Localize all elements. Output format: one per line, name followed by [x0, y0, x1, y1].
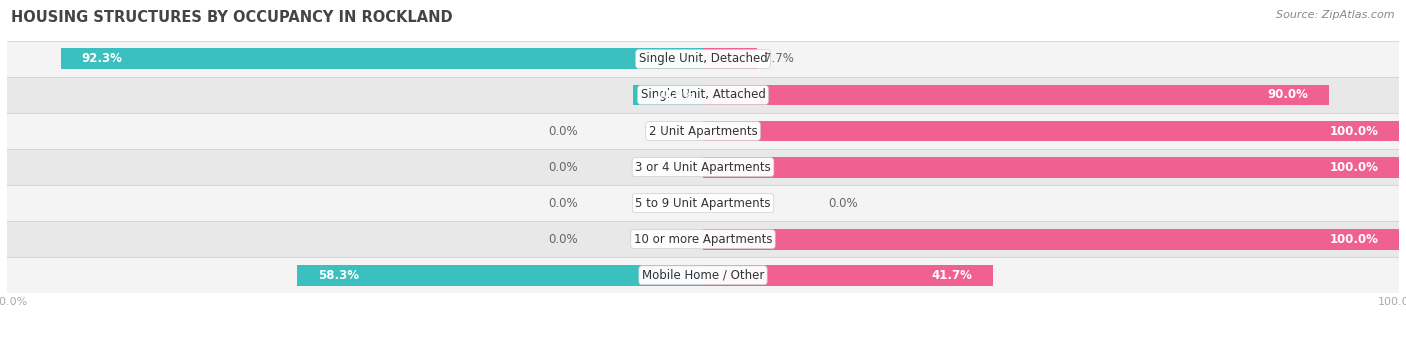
Bar [703, 121, 1399, 142]
Bar [7, 257, 1399, 293]
Text: Single Unit, Detached: Single Unit, Detached [638, 53, 768, 65]
Text: 0.0%: 0.0% [828, 197, 858, 210]
Text: 100.0%: 100.0% [1329, 233, 1378, 246]
Text: 0.0%: 0.0% [548, 233, 578, 246]
Bar [297, 265, 703, 286]
Text: 90.0%: 90.0% [1268, 89, 1309, 102]
Bar [60, 48, 703, 70]
Text: 2 Unit Apartments: 2 Unit Apartments [648, 124, 758, 137]
Text: 3 or 4 Unit Apartments: 3 or 4 Unit Apartments [636, 161, 770, 174]
Bar [633, 85, 703, 105]
Text: 0.0%: 0.0% [548, 161, 578, 174]
Bar [7, 221, 1399, 257]
Text: 92.3%: 92.3% [82, 53, 122, 65]
Text: Mobile Home / Other: Mobile Home / Other [641, 269, 765, 282]
Text: 0.0%: 0.0% [548, 124, 578, 137]
Text: 10.0%: 10.0% [654, 89, 695, 102]
Text: 5 to 9 Unit Apartments: 5 to 9 Unit Apartments [636, 197, 770, 210]
Bar [7, 113, 1399, 149]
Bar [703, 85, 1330, 105]
Text: HOUSING STRUCTURES BY OCCUPANCY IN ROCKLAND: HOUSING STRUCTURES BY OCCUPANCY IN ROCKL… [11, 10, 453, 25]
Text: 10 or more Apartments: 10 or more Apartments [634, 233, 772, 246]
Bar [7, 149, 1399, 185]
Bar [703, 48, 756, 70]
Text: 58.3%: 58.3% [318, 269, 359, 282]
Bar [703, 229, 1399, 250]
Bar [7, 41, 1399, 77]
Bar [703, 157, 1399, 178]
Bar [7, 77, 1399, 113]
Text: 0.0%: 0.0% [548, 197, 578, 210]
Bar [703, 265, 993, 286]
Text: Single Unit, Attached: Single Unit, Attached [641, 89, 765, 102]
Text: Source: ZipAtlas.com: Source: ZipAtlas.com [1277, 10, 1395, 20]
Text: 7.7%: 7.7% [763, 53, 793, 65]
Text: 100.0%: 100.0% [1329, 124, 1378, 137]
Text: 41.7%: 41.7% [931, 269, 973, 282]
Text: 100.0%: 100.0% [1329, 161, 1378, 174]
Bar [7, 185, 1399, 221]
